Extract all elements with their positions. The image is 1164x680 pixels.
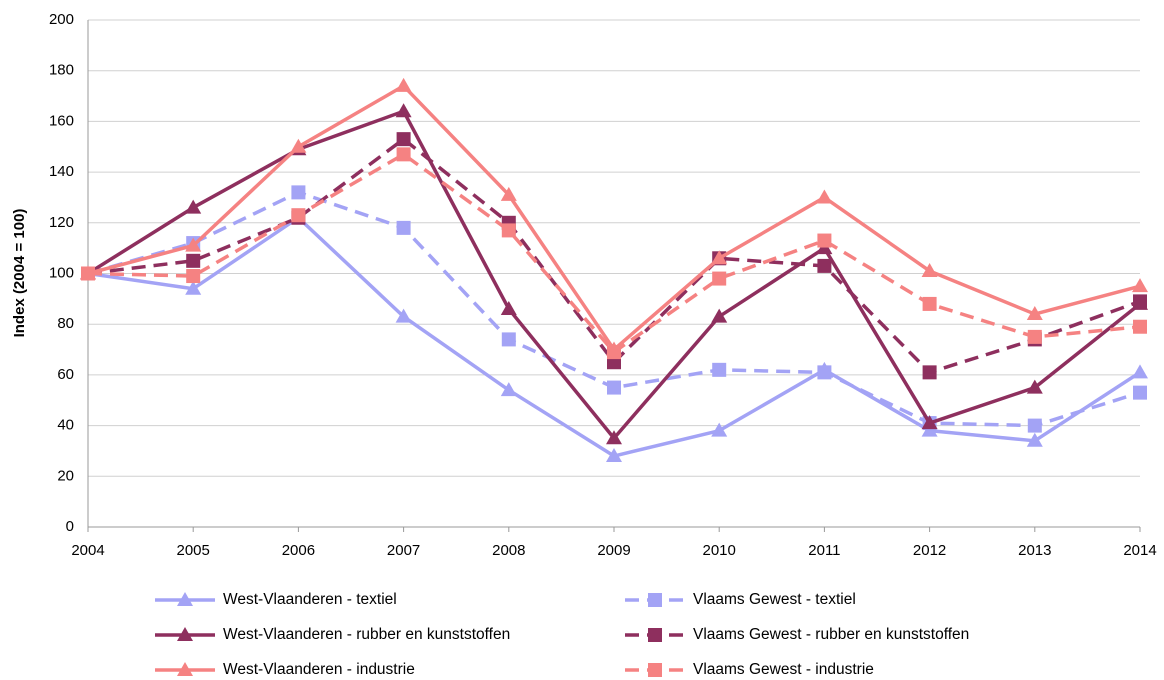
marker	[922, 365, 937, 380]
marker	[1133, 385, 1147, 400]
y-tick-label: 140	[49, 163, 74, 180]
x-tick-label: 2010	[703, 542, 736, 559]
marker	[1133, 319, 1147, 334]
marker	[921, 415, 938, 430]
marker	[711, 250, 728, 265]
marker	[606, 430, 622, 445]
marker	[606, 448, 622, 463]
x-tick-label: 2006	[282, 542, 315, 559]
y-tick-label: 200	[49, 11, 74, 28]
marker	[1026, 379, 1043, 394]
x-tick-label: 2007	[387, 542, 420, 559]
legend-marker	[648, 628, 662, 642]
marker	[816, 189, 833, 204]
marker	[396, 147, 411, 162]
marker	[921, 262, 938, 277]
marker	[396, 220, 411, 235]
marker	[711, 422, 728, 437]
marker	[396, 132, 411, 147]
x-tick-label: 2014	[1123, 542, 1156, 559]
x-tick-label: 2011	[808, 542, 840, 559]
y-axis-title: Index (2004 = 100)	[11, 209, 28, 338]
legend-label: Vlaams Gewest - industrie	[693, 661, 874, 678]
series-line	[87, 215, 1141, 458]
legend-label: Vlaams Gewest - rubber en kunststoffen	[693, 626, 969, 643]
x-tick-label: 2004	[71, 542, 104, 559]
series-line	[87, 137, 1141, 375]
legend-marker	[177, 627, 193, 641]
x-tick-label: 2009	[597, 542, 630, 559]
marker	[290, 138, 307, 153]
marker	[817, 233, 832, 248]
legend-label: West-Vlaanderen - textiel	[223, 591, 397, 608]
marker	[395, 103, 412, 118]
y-tick-label: 40	[57, 417, 74, 434]
legend-marker	[648, 663, 662, 677]
y-tick-label: 100	[49, 264, 74, 281]
marker	[607, 380, 621, 395]
x-tick-label: 2005	[177, 542, 210, 559]
legend-marker	[648, 593, 662, 607]
legend-label: West-Vlaanderen - industrie	[223, 661, 415, 678]
y-tick-label: 60	[57, 366, 74, 383]
legend-label: West-Vlaanderen - rubber en kunststoffen	[223, 626, 510, 643]
marker	[501, 332, 516, 347]
x-tick-label: 2008	[492, 542, 525, 559]
y-tick-label: 120	[49, 214, 74, 231]
marker	[817, 258, 832, 273]
marker	[712, 362, 727, 377]
marker	[185, 280, 202, 295]
y-tick-label: 180	[49, 62, 74, 79]
y-tick-label: 0	[66, 518, 74, 535]
x-tick-label: 2013	[1018, 542, 1051, 559]
legend-marker	[177, 662, 193, 676]
marker	[186, 269, 201, 284]
marker	[81, 266, 95, 281]
marker	[1027, 418, 1042, 433]
y-tick-label: 80	[57, 315, 74, 332]
marker	[1026, 432, 1043, 447]
marker	[1026, 306, 1043, 321]
marker	[395, 77, 412, 92]
marker	[500, 300, 517, 315]
marker	[922, 296, 937, 311]
marker	[185, 237, 202, 252]
marker	[291, 208, 306, 223]
y-tick-label: 160	[49, 112, 74, 129]
marker	[1132, 278, 1148, 293]
marker	[1027, 329, 1042, 344]
legend-marker	[177, 592, 193, 606]
legend-label: Vlaams Gewest - textiel	[693, 591, 856, 608]
marker	[185, 199, 202, 214]
y-tick-label: 20	[57, 467, 74, 484]
marker	[1132, 364, 1148, 379]
marker	[711, 308, 728, 323]
marker	[291, 185, 306, 200]
marker	[395, 308, 412, 323]
marker	[500, 186, 517, 201]
marker	[501, 223, 516, 238]
marker	[607, 345, 621, 360]
marker	[712, 271, 727, 286]
marker	[817, 365, 832, 380]
x-tick-label: 2012	[913, 542, 946, 559]
marker	[1133, 294, 1147, 309]
marker	[500, 382, 517, 397]
marker	[186, 253, 201, 268]
